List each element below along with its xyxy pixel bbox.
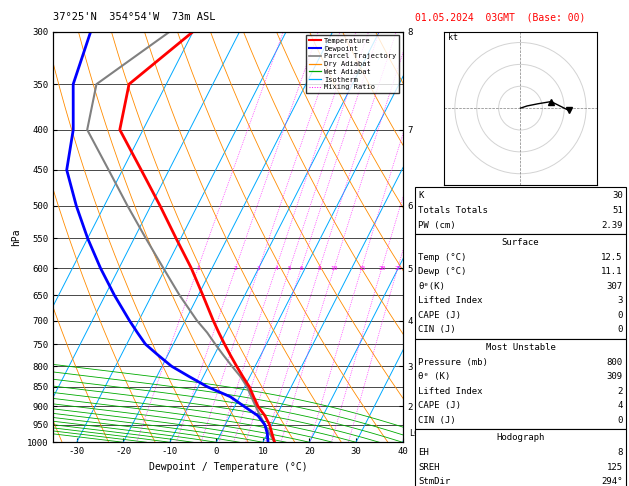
Legend: Temperature, Dewpoint, Parcel Trajectory, Dry Adiabat, Wet Adiabat, Isotherm, Mi: Temperature, Dewpoint, Parcel Trajectory… bbox=[306, 35, 399, 93]
Text: LCL: LCL bbox=[409, 429, 425, 438]
Text: 3: 3 bbox=[257, 265, 261, 271]
Text: Hodograph: Hodograph bbox=[496, 434, 545, 442]
Text: θᵉ(K): θᵉ(K) bbox=[418, 282, 445, 291]
Text: 10: 10 bbox=[330, 265, 338, 271]
Text: 20: 20 bbox=[378, 265, 386, 271]
Text: Dewp (°C): Dewp (°C) bbox=[418, 267, 467, 276]
Text: CAPE (J): CAPE (J) bbox=[418, 401, 461, 410]
Text: θᵉ (K): θᵉ (K) bbox=[418, 372, 450, 381]
Text: Mixing Ratio (g/kg): Mixing Ratio (g/kg) bbox=[443, 251, 452, 346]
Text: Lifted Index: Lifted Index bbox=[418, 296, 483, 305]
Text: Pressure (mb): Pressure (mb) bbox=[418, 358, 488, 366]
Text: Surface: Surface bbox=[502, 238, 539, 247]
Text: 0: 0 bbox=[617, 416, 623, 425]
Text: 2: 2 bbox=[617, 387, 623, 396]
Y-axis label: km
ASL: km ASL bbox=[419, 237, 435, 256]
Text: 11.1: 11.1 bbox=[601, 267, 623, 276]
Text: 2.39: 2.39 bbox=[601, 221, 623, 229]
Text: StmDir: StmDir bbox=[418, 477, 450, 486]
Text: 800: 800 bbox=[606, 358, 623, 366]
Text: Most Unstable: Most Unstable bbox=[486, 343, 555, 352]
Text: Totals Totals: Totals Totals bbox=[418, 206, 488, 215]
Text: 309: 309 bbox=[606, 372, 623, 381]
Text: Temp (°C): Temp (°C) bbox=[418, 253, 467, 261]
Text: 8: 8 bbox=[617, 448, 623, 457]
Text: 8: 8 bbox=[318, 265, 321, 271]
Text: 5: 5 bbox=[288, 265, 292, 271]
Text: 0: 0 bbox=[617, 311, 623, 320]
X-axis label: Dewpoint / Temperature (°C): Dewpoint / Temperature (°C) bbox=[148, 462, 308, 472]
Text: 2: 2 bbox=[234, 265, 238, 271]
Text: 307: 307 bbox=[606, 282, 623, 291]
Y-axis label: hPa: hPa bbox=[11, 228, 21, 246]
Text: 4: 4 bbox=[274, 265, 278, 271]
Text: 1: 1 bbox=[196, 265, 200, 271]
Text: CAPE (J): CAPE (J) bbox=[418, 311, 461, 320]
Text: CIN (J): CIN (J) bbox=[418, 326, 456, 334]
Text: PW (cm): PW (cm) bbox=[418, 221, 456, 229]
Text: 15: 15 bbox=[358, 265, 365, 271]
Text: 30: 30 bbox=[612, 191, 623, 200]
Text: 25: 25 bbox=[394, 265, 401, 271]
Text: 294°: 294° bbox=[601, 477, 623, 486]
Text: K: K bbox=[418, 191, 424, 200]
Text: 51: 51 bbox=[612, 206, 623, 215]
Text: 125: 125 bbox=[606, 463, 623, 471]
Text: CIN (J): CIN (J) bbox=[418, 416, 456, 425]
Text: 0: 0 bbox=[617, 326, 623, 334]
Text: 12.5: 12.5 bbox=[601, 253, 623, 261]
Text: SREH: SREH bbox=[418, 463, 440, 471]
Text: Lifted Index: Lifted Index bbox=[418, 387, 483, 396]
Text: 3: 3 bbox=[617, 296, 623, 305]
Text: 37°25'N  354°54'W  73m ASL: 37°25'N 354°54'W 73m ASL bbox=[53, 12, 216, 22]
Text: kt: kt bbox=[448, 34, 459, 42]
Text: EH: EH bbox=[418, 448, 429, 457]
Text: 4: 4 bbox=[617, 401, 623, 410]
Text: 01.05.2024  03GMT  (Base: 00): 01.05.2024 03GMT (Base: 00) bbox=[415, 12, 586, 22]
Text: 6: 6 bbox=[299, 265, 303, 271]
